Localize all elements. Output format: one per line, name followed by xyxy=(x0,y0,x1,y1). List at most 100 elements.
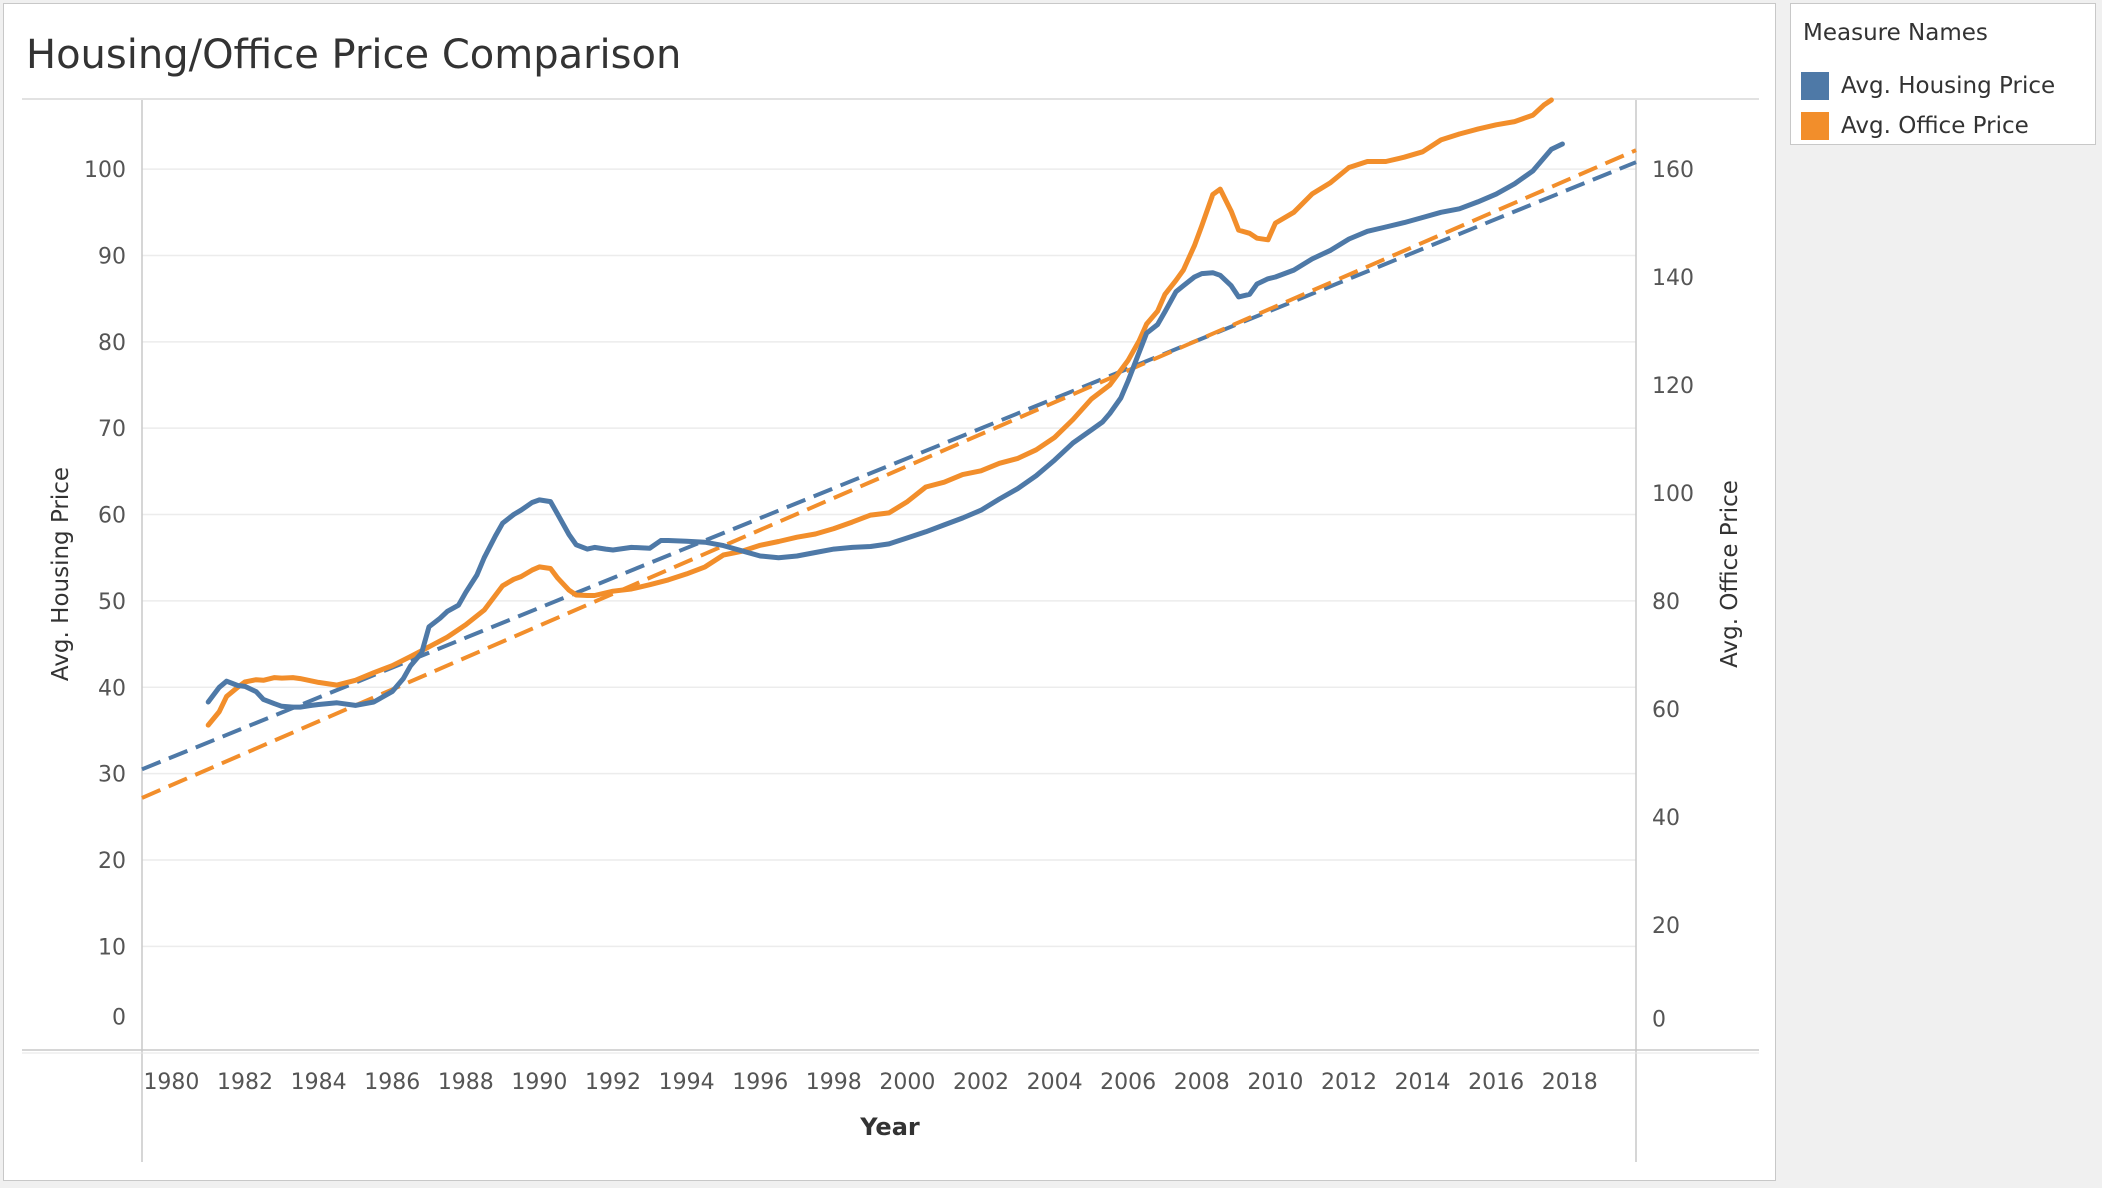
data-point xyxy=(1475,199,1480,205)
data-point xyxy=(1125,378,1131,383)
y-left-tick-label: 30 xyxy=(98,763,126,788)
data-point xyxy=(923,529,928,535)
y-right-tick-label: 140 xyxy=(1652,266,1694,291)
data-point xyxy=(290,704,296,710)
data-point xyxy=(1291,267,1296,273)
data-point xyxy=(529,500,535,505)
data-point xyxy=(390,663,395,668)
data-point xyxy=(242,679,248,685)
data-point xyxy=(1199,223,1204,228)
x-tick-label: 1994 xyxy=(659,1070,715,1095)
series-line xyxy=(205,141,1565,710)
data-point xyxy=(776,539,781,544)
data-point xyxy=(548,566,553,571)
data-point xyxy=(960,472,965,477)
data-point xyxy=(555,512,561,517)
data-point xyxy=(437,615,443,621)
data-point xyxy=(702,539,708,545)
data-point xyxy=(272,675,277,680)
data-point xyxy=(1217,273,1223,278)
data-point xyxy=(408,654,413,659)
data-point xyxy=(1420,215,1425,220)
data-point xyxy=(371,670,377,675)
data-point xyxy=(1210,270,1216,275)
x-tick-label: 2016 xyxy=(1468,1070,1524,1095)
data-point xyxy=(603,546,608,552)
data-point xyxy=(1144,321,1149,327)
x-tick-label: 2002 xyxy=(953,1070,1009,1095)
data-point xyxy=(592,593,597,598)
series-layer xyxy=(205,97,1565,728)
data-point xyxy=(574,592,579,598)
data-point xyxy=(279,704,285,709)
data-point xyxy=(445,634,450,640)
y-left-tick-label: 50 xyxy=(98,590,126,615)
data-point xyxy=(1229,208,1234,214)
data-point xyxy=(1107,411,1112,416)
data-point xyxy=(585,546,590,552)
y-right-tick-label: 40 xyxy=(1652,806,1680,831)
data-point xyxy=(923,484,928,490)
data-point xyxy=(1541,102,1547,108)
trend-layer xyxy=(141,148,1637,800)
data-point xyxy=(592,545,597,550)
data-point xyxy=(511,577,516,582)
data-point xyxy=(1328,180,1333,185)
x-tick-label: 2006 xyxy=(1100,1070,1156,1095)
data-point xyxy=(566,587,572,593)
legend-item-housing[interactable]: Avg. Housing Price xyxy=(1801,70,2055,102)
x-tick-label: 1992 xyxy=(585,1070,641,1095)
data-point xyxy=(298,676,303,681)
data-point xyxy=(316,702,321,707)
data-point xyxy=(776,555,781,560)
data-point xyxy=(1549,147,1554,152)
data-point xyxy=(1181,267,1186,273)
y-left-tick-label: 60 xyxy=(98,504,126,529)
data-point xyxy=(316,680,321,685)
data-point xyxy=(474,572,480,578)
x-tick-label: 1988 xyxy=(438,1070,494,1095)
x-tick-label: 1980 xyxy=(143,1070,199,1095)
data-point xyxy=(1033,473,1039,478)
data-point xyxy=(1070,440,1076,446)
x-tick-label: 1990 xyxy=(511,1070,567,1095)
data-point xyxy=(353,678,358,683)
data-point xyxy=(1457,131,1462,137)
legend-title: Measure Names xyxy=(1803,20,1988,46)
data-point xyxy=(1549,97,1554,103)
data-point xyxy=(537,564,542,570)
x-tick-label: 1982 xyxy=(217,1070,273,1095)
data-point xyxy=(309,703,314,708)
data-point xyxy=(1137,338,1142,343)
data-point xyxy=(548,499,553,504)
data-point xyxy=(1265,276,1271,281)
data-point xyxy=(1229,283,1234,288)
data-point xyxy=(905,535,910,541)
data-point xyxy=(684,539,689,544)
data-point xyxy=(1254,281,1260,287)
data-point xyxy=(1144,330,1149,336)
data-point xyxy=(666,538,671,543)
data-point xyxy=(1475,126,1480,132)
x-tick-label: 2018 xyxy=(1542,1070,1598,1095)
legend-item-office[interactable]: Avg. Office Price xyxy=(1801,110,2029,142)
data-point xyxy=(1309,256,1315,262)
data-point xyxy=(1210,192,1216,197)
data-point xyxy=(518,508,524,513)
data-point xyxy=(1291,210,1296,215)
data-point xyxy=(960,515,965,521)
data-point xyxy=(511,512,516,517)
trend-line xyxy=(141,148,1637,800)
data-point xyxy=(261,697,266,702)
data-point xyxy=(371,699,377,705)
data-point xyxy=(658,538,664,543)
data-point xyxy=(566,532,572,537)
data-point xyxy=(850,519,855,525)
y-left-tick-label: 90 xyxy=(98,244,126,269)
data-point xyxy=(401,676,406,681)
y-left-tick-label: 70 xyxy=(98,417,126,442)
y-right-tick-label: 0 xyxy=(1652,1008,1666,1033)
data-point xyxy=(1162,292,1168,297)
data-point xyxy=(1530,168,1536,174)
data-point xyxy=(1217,186,1223,192)
